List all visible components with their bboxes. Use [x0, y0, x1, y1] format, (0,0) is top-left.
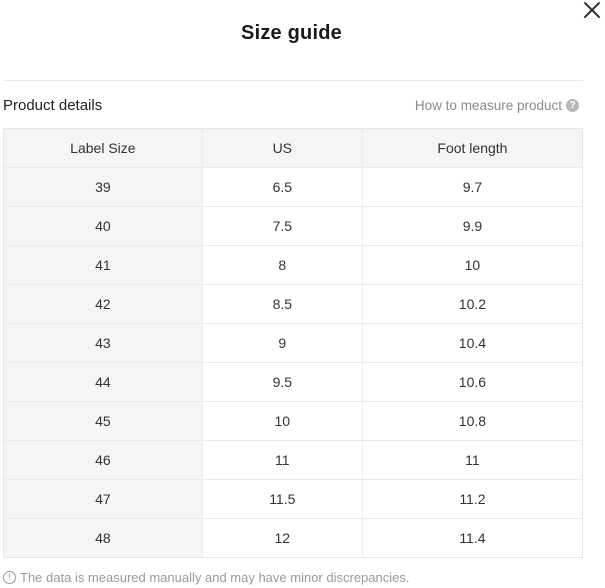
- foot-length-cell: 9.7: [361, 167, 582, 207]
- size-table: Label Size US Foot length 39 6.5 9.7 40 …: [3, 128, 583, 558]
- us-size-cell: 12: [201, 518, 363, 557]
- foot-length-cell: 9.9: [361, 206, 582, 246]
- product-details-label: Product details: [3, 97, 103, 114]
- label-size-cell: 46: [4, 440, 203, 480]
- label-size-cell: 47: [4, 479, 203, 519]
- table-row: 46 11 11: [4, 440, 582, 480]
- label-size-cell: 45: [4, 401, 203, 441]
- close-icon[interactable]: [581, 0, 603, 22]
- label-size-cell: 42: [4, 284, 203, 324]
- column-header-us: US: [201, 129, 363, 168]
- label-size-cell: 41: [4, 245, 203, 285]
- disclaimer-note: ! The data is measured manually and may …: [3, 570, 409, 585]
- table-row: 43 9 10.4: [4, 323, 582, 363]
- title-divider: [3, 80, 583, 81]
- label-size-cell: 39: [4, 167, 203, 207]
- disclaimer-text: The data is measured manually and may ha…: [20, 570, 410, 585]
- table-row: 40 7.5 9.9: [4, 206, 582, 246]
- foot-length-cell: 11.2: [361, 479, 582, 519]
- dialog-title: Size guide: [241, 22, 342, 44]
- table-row: 44 9.5 10.6: [4, 362, 582, 402]
- close-button[interactable]: [581, 0, 603, 22]
- foot-length-cell: 10: [361, 245, 582, 285]
- help-icon[interactable]: ?: [566, 99, 579, 112]
- column-header-label-size: Label Size: [4, 129, 203, 168]
- us-size-cell: 6.5: [201, 167, 363, 207]
- section-header: Product details How to measure product ?: [3, 97, 583, 117]
- us-size-cell: 9.5: [201, 362, 363, 402]
- foot-length-cell: 11: [361, 440, 582, 480]
- us-size-cell: 8: [201, 245, 363, 285]
- us-size-cell: 10: [201, 401, 363, 441]
- label-size-cell: 43: [4, 323, 203, 363]
- table-row: 42 8.5 10.2: [4, 284, 582, 324]
- table-row: 41 8 10: [4, 245, 582, 285]
- us-size-cell: 11.5: [201, 479, 363, 519]
- us-size-cell: 8.5: [201, 284, 363, 324]
- us-size-cell: 11: [201, 440, 363, 480]
- table-row: 47 11.5 11.2: [4, 479, 582, 519]
- label-size-cell: 48: [4, 518, 203, 557]
- foot-length-cell: 11.4: [361, 518, 582, 557]
- how-to-measure-link[interactable]: How to measure product ?: [415, 98, 579, 113]
- label-size-cell: 40: [4, 206, 203, 246]
- label-size-cell: 44: [4, 362, 203, 402]
- foot-length-cell: 10.2: [361, 284, 582, 324]
- table-header-row: Label Size US Foot length: [4, 129, 582, 168]
- foot-length-cell: 10.6: [361, 362, 582, 402]
- us-size-cell: 7.5: [201, 206, 363, 246]
- column-header-foot-length: Foot length: [361, 129, 582, 168]
- us-size-cell: 9: [201, 323, 363, 363]
- table-row: 39 6.5 9.7: [4, 167, 582, 207]
- foot-length-cell: 10.8: [361, 401, 582, 441]
- table-row: 48 12 11.4: [4, 518, 582, 557]
- info-icon: !: [3, 571, 16, 584]
- foot-length-cell: 10.4: [361, 323, 582, 363]
- table-row: 45 10 10.8: [4, 401, 582, 441]
- how-to-measure-text[interactable]: How to measure product: [414, 98, 562, 113]
